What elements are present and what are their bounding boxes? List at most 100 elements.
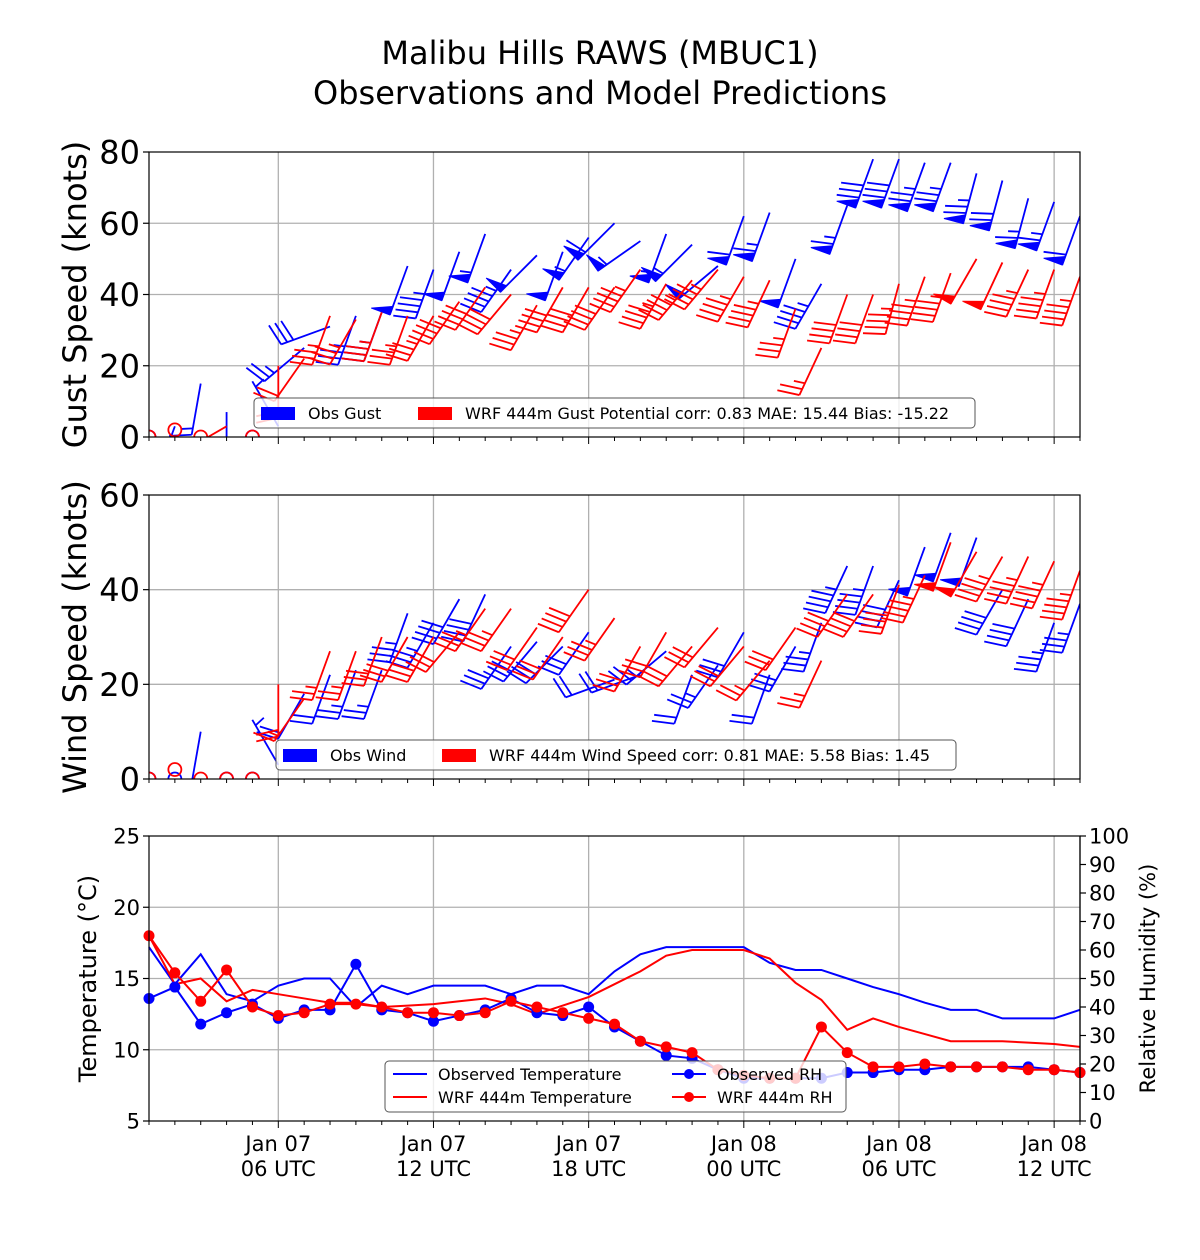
x-tick-label-date: Jan 08 [864, 1132, 932, 1156]
obs-wind-legend-swatch [283, 749, 317, 762]
barb-full [970, 212, 994, 215]
obs-barb [969, 180, 1004, 232]
barb-half [481, 630, 493, 637]
barb-shaft [190, 383, 202, 435]
barb-shaft [380, 636, 409, 683]
barb-shaft [454, 286, 486, 331]
barb-shaft [363, 312, 383, 362]
barb-full [371, 646, 395, 651]
barb-half [978, 574, 990, 580]
barb-full [618, 669, 641, 679]
barb-flag [914, 572, 937, 583]
barb-half [413, 291, 425, 295]
barb-full [578, 673, 593, 694]
wrf-barb [962, 262, 1004, 311]
wrf-rh-point [272, 1010, 284, 1022]
wrf-barb [984, 269, 1030, 318]
barb-full [413, 651, 435, 663]
y-tick-label: 25 [113, 825, 140, 849]
barb-half [773, 336, 785, 341]
barb-shaft [363, 669, 383, 720]
x-tick-label-time: 00 UTC [706, 1157, 781, 1181]
wrf-barb [933, 258, 978, 305]
y-tick-label: 15 [113, 967, 140, 991]
wrf-barb [457, 293, 512, 336]
barb-shaft [816, 593, 848, 638]
barb-full [367, 361, 390, 366]
barb-half [455, 630, 467, 637]
wrf-rh-point [1022, 1064, 1034, 1076]
barb-full [552, 677, 567, 698]
wrf-rh-point [402, 1007, 414, 1019]
wrf-barb [618, 283, 668, 330]
barb-full [434, 320, 456, 331]
barb-full [405, 660, 427, 673]
barb-full [495, 331, 518, 340]
barb-full [813, 321, 837, 326]
barb-full [250, 362, 270, 378]
barb-full [867, 313, 891, 317]
barb-shaft [480, 269, 512, 313]
barb-half [385, 641, 397, 645]
barb-full [755, 353, 778, 359]
obs-rh-point [195, 1018, 207, 1030]
barb-half [307, 344, 320, 348]
calm-circle [219, 771, 234, 779]
barb-shaft [1061, 603, 1080, 654]
barb-full [388, 668, 411, 678]
wrf-rh-point [169, 967, 181, 979]
barb-half [798, 651, 811, 655]
barb-full [651, 720, 675, 725]
barb-full [670, 693, 693, 704]
barb-full [388, 347, 411, 357]
barb-flag [933, 586, 956, 598]
calm-circle [167, 771, 183, 779]
barb-full [891, 303, 914, 309]
barb-shaft [406, 315, 435, 362]
barb-half [333, 344, 345, 348]
wrf-barb [385, 636, 435, 683]
wrf-barb [832, 294, 874, 345]
barb-full [806, 339, 830, 345]
barb-full [668, 293, 690, 306]
wrf-rh-point [841, 1047, 853, 1059]
barb-full [865, 611, 888, 617]
barb-shaft [525, 645, 564, 684]
obs-rh-point [350, 958, 362, 970]
barb-flag [943, 214, 967, 225]
wrf-rh-point [350, 998, 362, 1010]
wrf-barb [167, 422, 183, 437]
barb-half [181, 427, 193, 430]
rh-tick-label: 10 [1089, 1081, 1116, 1105]
barb-full [515, 664, 538, 676]
wrf-barb [715, 660, 771, 702]
barb-full [421, 619, 444, 629]
barb-full [570, 309, 593, 321]
barb-full [702, 658, 725, 667]
barb-flag [563, 245, 585, 261]
barb-full [518, 319, 541, 328]
wrf-rh-point [324, 998, 336, 1010]
wrf-barb [341, 636, 383, 687]
barb-full [341, 715, 365, 720]
barb-shaft [311, 674, 331, 725]
barb-half [929, 186, 942, 190]
wrf-barb [289, 650, 331, 701]
wrf-rh-point [919, 1058, 931, 1070]
barb-full [863, 617, 886, 623]
barb-full [744, 660, 767, 671]
barb-full [506, 670, 527, 684]
rh-tick-label: 0 [1089, 1110, 1102, 1134]
barb-full [888, 599, 912, 606]
barb-flag [995, 239, 1018, 250]
obs-barb [170, 426, 176, 437]
wrf-barb [664, 268, 719, 311]
y-tick-label: 40 [99, 276, 140, 314]
barb-full [343, 676, 367, 681]
wrf-barb [689, 645, 745, 688]
wrf-barb [540, 286, 590, 334]
obs-barb [695, 631, 745, 679]
barb-full [395, 308, 419, 314]
wrf-barb [796, 593, 848, 638]
